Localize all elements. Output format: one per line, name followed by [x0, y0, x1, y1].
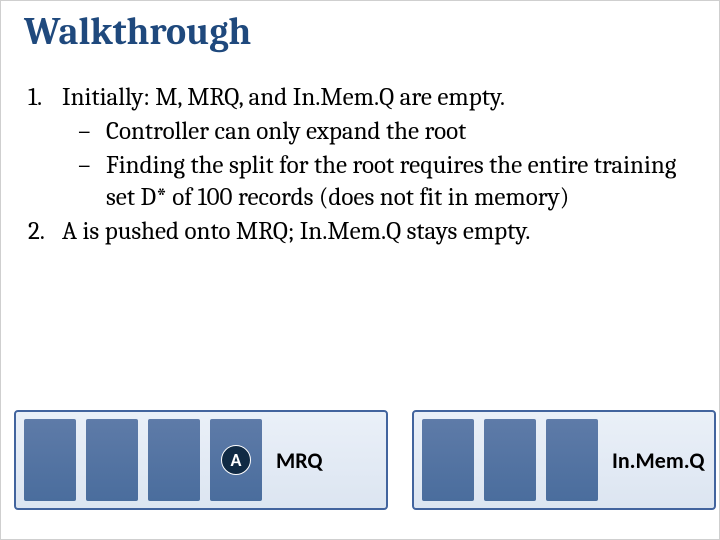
queue-slot-a: A — [210, 419, 262, 501]
slide-title: Walkthrough — [24, 10, 251, 54]
list-number: 1. — [28, 82, 62, 114]
mrq-queue: A MRQ — [14, 410, 388, 510]
queue-slot — [546, 419, 598, 501]
list-item-1: 1. Initially: M, MRQ, and In.Mem.Q are e… — [28, 82, 696, 114]
node-a-badge: A — [221, 445, 251, 475]
list-text: Controller can only expand the root — [106, 116, 696, 148]
list-text: Finding the split for the root requires … — [106, 150, 696, 214]
mrq-label: MRQ — [276, 447, 323, 474]
queue-slot — [148, 419, 200, 501]
inmemq-label: In.Mem.Q — [612, 447, 704, 474]
queue-diagram: A MRQ In.Mem.Q — [14, 410, 706, 510]
list-item-2: 2. A is pushed onto MRQ; In.Mem.Q stays … — [28, 216, 696, 248]
list-subitem-2: – Finding the split for the root require… — [78, 150, 696, 214]
list-text: Initially: M, MRQ, and In.Mem.Q are empt… — [62, 82, 505, 114]
queue-slot — [422, 419, 474, 501]
queue-slot — [24, 419, 76, 501]
list-dash: – — [78, 116, 106, 148]
inmemq-queue: In.Mem.Q — [412, 410, 716, 510]
queue-slot — [86, 419, 138, 501]
queue-slot — [484, 419, 536, 501]
list-subitem-1: – Controller can only expand the root — [78, 116, 696, 148]
slide-body: 1. Initially: M, MRQ, and In.Mem.Q are e… — [28, 82, 696, 248]
list-text: A is pushed onto MRQ; In.Mem.Q stays emp… — [62, 216, 530, 248]
list-number: 2. — [28, 216, 62, 248]
list-dash: – — [78, 150, 106, 214]
